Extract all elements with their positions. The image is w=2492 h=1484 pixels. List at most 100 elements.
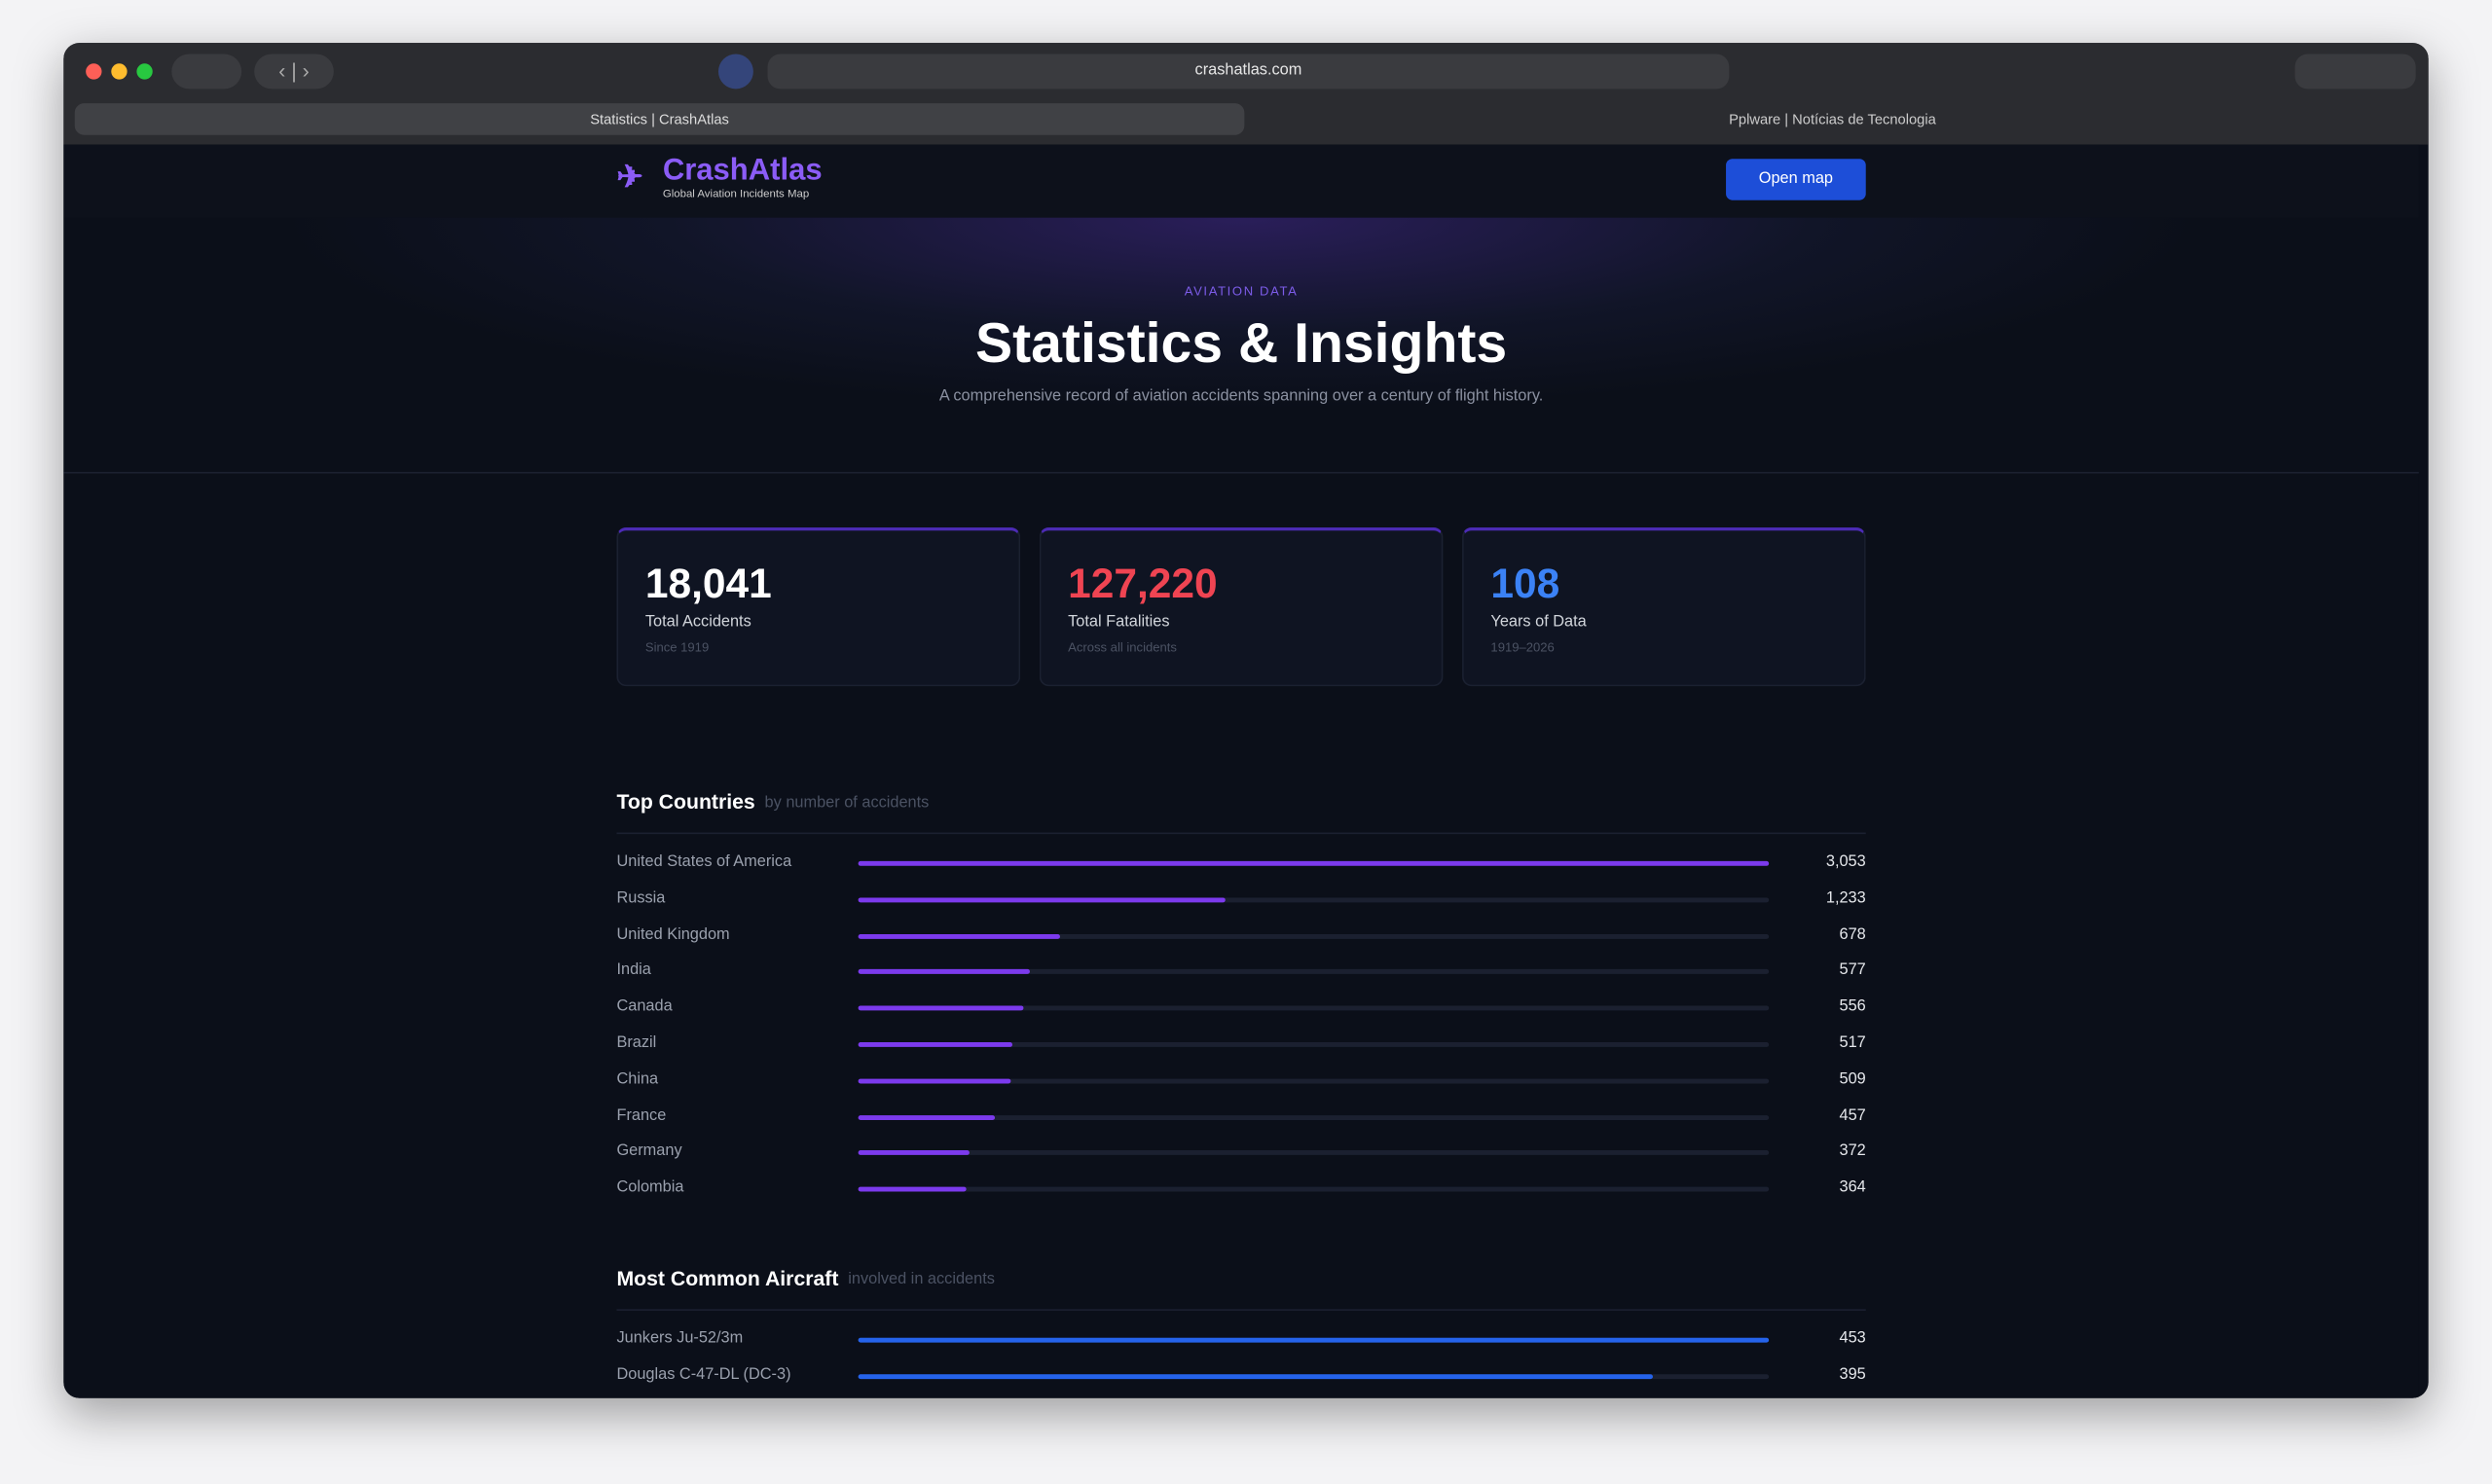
bar-row: Brazil 517 xyxy=(616,1030,1865,1062)
bar xyxy=(858,1078,1010,1084)
tab[interactable]: Pplware | Notícias de Tecnologia xyxy=(1729,111,1936,127)
row-value: 556 xyxy=(1839,997,1866,1016)
stat-note: Across all incidents xyxy=(1068,639,1177,655)
row-value: 372 xyxy=(1839,1142,1866,1161)
bar-track xyxy=(858,1005,1770,1011)
bar-track xyxy=(858,860,1770,866)
bar-track xyxy=(858,933,1770,939)
bar xyxy=(858,860,1770,866)
stat-value: 108 xyxy=(1490,559,1560,607)
row-value: 364 xyxy=(1839,1178,1866,1197)
bar-track xyxy=(858,1337,1770,1343)
row-value: 577 xyxy=(1839,961,1866,980)
bar xyxy=(858,933,1061,939)
browser-chrome: ‹ | › crashatlas.com Statistics | CrashA… xyxy=(63,43,2429,145)
bar xyxy=(858,1337,1770,1343)
stat-label: Total Accidents xyxy=(644,613,751,632)
zoom[interactable] xyxy=(136,63,153,80)
nav-buttons[interactable]: ‹ | › xyxy=(254,54,334,90)
section-subtitle: by number of accidents xyxy=(764,794,930,813)
stat-card: 127,220 Total Fatalities Across all incide… xyxy=(1039,527,1444,687)
bar xyxy=(858,897,1227,903)
bar-row: Germany 372 xyxy=(616,1139,1865,1171)
bar-row: Canada 556 xyxy=(616,994,1865,1026)
open-map-button[interactable]: Open map xyxy=(1726,159,1866,200)
logo[interactable]: CrashAtlas xyxy=(662,154,823,188)
divider xyxy=(616,1309,1866,1311)
section-title: Most Common Aircraft xyxy=(616,1266,839,1290)
bar-row: Colombia 364 xyxy=(616,1175,1865,1207)
bar xyxy=(858,1114,995,1120)
bar xyxy=(858,1042,1013,1047)
row-label: Germany xyxy=(616,1142,682,1161)
tagline: Global Aviation Incidents Map xyxy=(662,189,810,200)
bar-track xyxy=(858,1186,1770,1192)
bar-row: India 577 xyxy=(616,957,1865,989)
row-label: China xyxy=(616,1070,659,1089)
bar-track xyxy=(858,1042,1770,1047)
hero: AVIATION DATA Statistics & Insights A co… xyxy=(63,217,2419,474)
stat-label: Total Fatalities xyxy=(1068,613,1170,632)
divider xyxy=(616,832,1866,835)
stat-value: 18,041 xyxy=(644,559,772,607)
row-value: 453 xyxy=(1839,1329,1866,1348)
bar xyxy=(858,1150,970,1156)
stat-note: 1919–2026 xyxy=(1490,639,1555,655)
hero-subtitle: A comprehensive record of aviation accid… xyxy=(938,387,1544,406)
sidebar-button[interactable] xyxy=(171,54,242,90)
bar-row: France 457 xyxy=(616,1102,1865,1134)
row-label: Brazil xyxy=(616,1033,657,1052)
bar xyxy=(858,1186,968,1192)
tab[interactable]: Statistics | CrashAtlas xyxy=(74,103,1245,135)
stat-value: 127,220 xyxy=(1068,559,1218,607)
bar-track xyxy=(858,1373,1770,1379)
row-label: Junkers Ju-52/3m xyxy=(616,1329,744,1348)
row-label: United States of America xyxy=(616,852,792,871)
section-title: Top Countries xyxy=(616,789,755,814)
bar-track xyxy=(858,969,1770,975)
close[interactable] xyxy=(86,63,102,80)
address-bar[interactable]: crashatlas.com xyxy=(767,54,1730,90)
bar-row: United States of America 3,053 xyxy=(616,849,1865,881)
bar-row: Junkers Ju-52/3m 453 xyxy=(616,1325,1865,1357)
browser-window: ‹ | › crashatlas.com Statistics | CrashA… xyxy=(63,43,2429,1398)
row-value: 395 xyxy=(1839,1365,1866,1384)
bar-track xyxy=(858,1078,1770,1084)
bar-track xyxy=(858,897,1770,903)
row-label: Colombia xyxy=(616,1178,684,1197)
row-value: 457 xyxy=(1839,1106,1866,1125)
row-value: 678 xyxy=(1839,925,1866,944)
row-label: Canada xyxy=(616,997,673,1016)
bar-track xyxy=(858,1150,1770,1156)
bar-row: United Kingdom 678 xyxy=(616,921,1865,953)
hero-title: Statistics & Insights xyxy=(975,312,1508,376)
row-label: Russia xyxy=(616,888,666,907)
row-label: Douglas C-47-DL (DC-3) xyxy=(616,1365,791,1384)
stat-card: 18,041 Total Accidents Since 1919 xyxy=(616,527,1021,687)
site-header: ✈ CrashAtlas Global Aviation Incidents M… xyxy=(63,144,2419,218)
row-label: India xyxy=(616,961,651,980)
extension[interactable] xyxy=(717,54,753,90)
row-label: United Kingdom xyxy=(616,925,730,944)
row-value: 3,053 xyxy=(1825,852,1866,871)
toolbar-actions[interactable] xyxy=(2294,54,2416,90)
eyebrow: AVIATION DATA xyxy=(1184,284,1299,299)
row-value: 509 xyxy=(1839,1070,1866,1089)
bar-row: Douglas C-47-DL (DC-3) 395 xyxy=(616,1361,1865,1394)
bar xyxy=(858,1005,1024,1011)
bar-row: China 509 xyxy=(616,1066,1865,1098)
web-content: ✈ CrashAtlas Global Aviation Incidents M… xyxy=(63,144,2419,1398)
row-label: France xyxy=(616,1106,667,1125)
stat-note: Since 1919 xyxy=(644,639,710,655)
logo-icon[interactable]: ✈ xyxy=(616,160,643,196)
bar xyxy=(858,969,1031,975)
row-value: 1,233 xyxy=(1825,888,1866,907)
bar xyxy=(858,1373,1653,1379)
minimize[interactable] xyxy=(111,63,128,80)
row-value: 517 xyxy=(1839,1033,1866,1052)
stat-card: 108 Years of Data 1919–2026 xyxy=(1462,527,1866,687)
bar-row: Antonov An-2R334 xyxy=(616,1397,1865,1398)
section-subtitle: involved in accidents xyxy=(848,1271,995,1289)
